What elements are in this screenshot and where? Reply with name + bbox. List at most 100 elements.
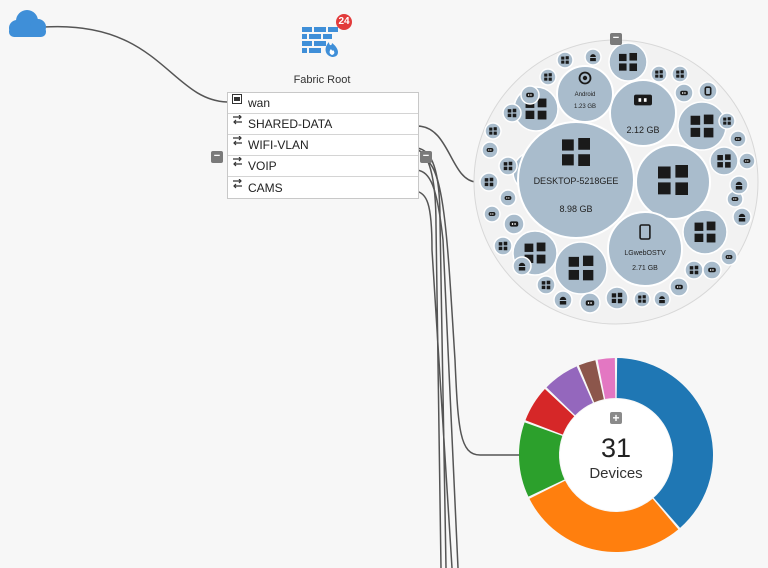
device-bubble[interactable] bbox=[682, 209, 728, 255]
device-bubble[interactable] bbox=[503, 213, 525, 235]
device-bubble[interactable] bbox=[481, 141, 499, 159]
device-bubble[interactable] bbox=[729, 130, 747, 148]
device-name: LGwebOSTV bbox=[624, 250, 666, 257]
device-bubble[interactable] bbox=[579, 292, 601, 314]
firewall-icon[interactable] bbox=[302, 27, 338, 57]
donut-slice[interactable] bbox=[525, 389, 575, 435]
windows-icon bbox=[561, 56, 569, 64]
device-bubble-labeled[interactable]: DESKTOP-5218GEE 8.98 GB bbox=[517, 121, 635, 239]
windows-icon bbox=[618, 52, 638, 72]
windows-icon bbox=[723, 117, 731, 125]
device-bubble[interactable] bbox=[633, 290, 651, 308]
device-bubble[interactable] bbox=[650, 65, 668, 83]
device-bubble[interactable] bbox=[483, 205, 501, 223]
device-usage: 2.71 GB bbox=[632, 265, 658, 272]
device-bubble[interactable] bbox=[502, 103, 522, 123]
device-bubble[interactable] bbox=[702, 260, 722, 280]
device-bubble[interactable] bbox=[653, 290, 671, 308]
windows-icon bbox=[676, 70, 684, 78]
device-bubble[interactable] bbox=[698, 81, 718, 101]
windows-icon bbox=[544, 73, 552, 81]
device-bubble[interactable] bbox=[720, 248, 738, 266]
device-bubble[interactable] bbox=[479, 172, 499, 192]
android-icon bbox=[590, 54, 596, 62]
cloud-to-wan-link bbox=[43, 25, 228, 103]
windows-icon bbox=[498, 241, 508, 251]
voip-link bbox=[416, 169, 459, 568]
donut-slice[interactable] bbox=[578, 360, 604, 403]
device-bubble[interactable] bbox=[732, 207, 752, 227]
android-icon bbox=[659, 296, 665, 304]
device-bubble[interactable] bbox=[536, 275, 556, 295]
device-count-label: Devices bbox=[589, 465, 643, 482]
windows-icon bbox=[658, 165, 688, 195]
network-switch-icon bbox=[232, 114, 244, 126]
device-bubble[interactable] bbox=[669, 277, 689, 297]
device-bubble[interactable] bbox=[608, 42, 648, 82]
android-icon bbox=[735, 181, 743, 190]
collapse-cluster-button[interactable]: − bbox=[610, 33, 622, 45]
device-bubble[interactable] bbox=[498, 156, 518, 176]
device-bubble[interactable] bbox=[512, 256, 532, 276]
device-bubble[interactable] bbox=[605, 286, 629, 310]
fabric-root-title: Fabric Root bbox=[293, 74, 351, 86]
device-bubble[interactable] bbox=[499, 189, 517, 207]
interface-row-wan[interactable]: wan bbox=[228, 93, 418, 114]
device-bubble[interactable] bbox=[677, 101, 727, 151]
device-bubble[interactable] bbox=[556, 51, 574, 69]
device-name: DESKTOP-5218GEE bbox=[534, 176, 619, 186]
donut-slice[interactable] bbox=[616, 358, 713, 528]
device-bubble-labeled[interactable]: 2.12 GB bbox=[609, 79, 677, 147]
device-bubble[interactable] bbox=[671, 65, 689, 83]
alert-badge[interactable]: 24 bbox=[336, 14, 352, 30]
network-switch-icon bbox=[232, 178, 244, 190]
device-bubble[interactable] bbox=[584, 48, 602, 66]
interface-row-cams[interactable]: CAMS bbox=[228, 177, 418, 198]
interface-row-voip[interactable]: VOIP bbox=[228, 156, 418, 177]
device-bubbles: DESKTOP-5218GEE 8.98 GB 2.12 GB LGwebOSTV 2.… bbox=[479, 42, 756, 314]
cloud-icon[interactable] bbox=[9, 10, 46, 37]
device-bubble[interactable] bbox=[684, 260, 704, 280]
interface-row-shared-data[interactable]: SHARED-DATA bbox=[228, 114, 418, 135]
collapse-vlan-button[interactable]: − bbox=[420, 151, 432, 163]
android-icon bbox=[518, 262, 526, 271]
device-bubble[interactable] bbox=[718, 112, 736, 130]
device-bubble[interactable] bbox=[539, 68, 557, 86]
interface-label: CAMS bbox=[248, 180, 283, 195]
media-player-icon bbox=[731, 196, 739, 202]
donut-hole bbox=[560, 399, 672, 511]
device-bubble[interactable] bbox=[709, 146, 739, 176]
windows-icon bbox=[655, 70, 663, 78]
windows-icon bbox=[507, 108, 517, 118]
media-player-icon bbox=[680, 90, 688, 96]
device-bubble[interactable] bbox=[738, 152, 756, 170]
device-bubble[interactable] bbox=[729, 175, 749, 195]
media-player-icon bbox=[585, 300, 595, 306]
donut-slice[interactable] bbox=[597, 358, 616, 400]
device-bubble[interactable] bbox=[484, 122, 502, 140]
expand-donut-button[interactable]: + bbox=[610, 412, 622, 424]
device-count-summary: 31 Devices bbox=[560, 405, 672, 505]
wifi-vlan-link-2 bbox=[416, 149, 442, 568]
android-icon bbox=[559, 296, 567, 305]
collapse-root-button[interactable]: − bbox=[211, 151, 223, 163]
device-bubble[interactable] bbox=[553, 290, 573, 310]
media-player-icon bbox=[743, 158, 751, 164]
cams-link bbox=[416, 190, 453, 568]
device-bubble-labeled[interactable] bbox=[635, 144, 711, 220]
device-bubble[interactable] bbox=[554, 241, 608, 295]
network-switch-icon bbox=[232, 135, 244, 147]
device-bubble[interactable] bbox=[493, 236, 513, 256]
ethernet-port-icon bbox=[232, 93, 244, 105]
donut-slice[interactable] bbox=[546, 366, 593, 416]
device-bubble-labeled[interactable]: Android 1.23 GB bbox=[556, 65, 614, 123]
device-bubble[interactable] bbox=[674, 83, 694, 103]
device-bubble-labeled[interactable]: LGwebOSTV 2.71 GB bbox=[607, 211, 683, 287]
device-bubble[interactable] bbox=[520, 85, 540, 105]
wifi-vlan-link-1 bbox=[416, 147, 447, 568]
donut-slice[interactable] bbox=[519, 422, 565, 497]
device-usage: 1.23 GB bbox=[574, 104, 596, 110]
windows-icon bbox=[611, 292, 623, 304]
interface-row-wifi-vlan[interactable]: WIFI-VLAN bbox=[228, 135, 418, 156]
donut-slice[interactable] bbox=[529, 480, 679, 552]
